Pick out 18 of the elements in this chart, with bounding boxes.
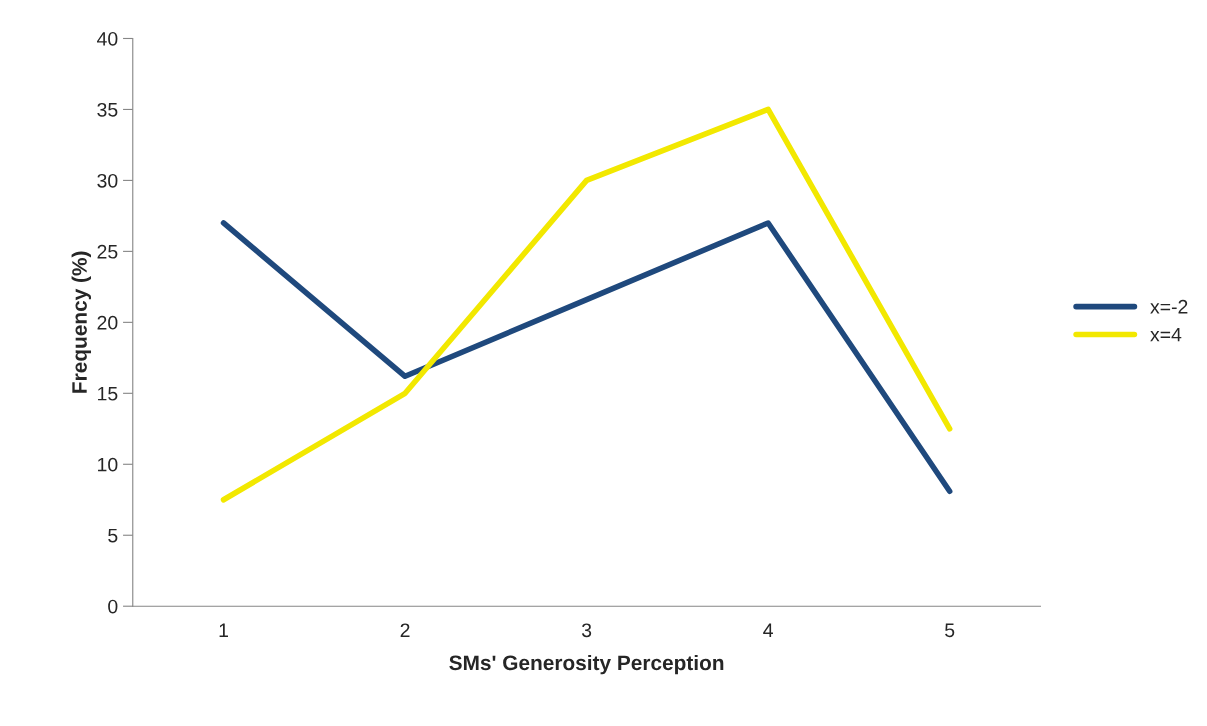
legend-label: x=4 <box>1150 327 1182 342</box>
y-tick-label: 40 <box>97 31 118 46</box>
x-tick-label: 2 <box>400 623 410 637</box>
x-tick-label: 1 <box>219 623 228 637</box>
y-tick-label: 5 <box>108 528 118 543</box>
x-tick-label: 4 <box>763 623 773 637</box>
x-axis-title: SMs' Generosity Perception <box>449 654 724 675</box>
y-tick-label: 25 <box>97 244 118 259</box>
y-tick-label: 35 <box>97 102 118 117</box>
y-tick-label: 10 <box>98 457 118 472</box>
y-tick-label: 30 <box>97 173 118 188</box>
y-tick-label: 15 <box>98 386 118 401</box>
legend-label: x=-2 <box>1150 299 1188 314</box>
y-tick-label: 20 <box>97 315 118 330</box>
y-tick-label: 0 <box>108 599 118 614</box>
x-tick-label: 3 <box>581 623 592 638</box>
y-axis-title: Frequency (%) <box>71 251 92 393</box>
x-tick-label: 5 <box>945 623 955 638</box>
